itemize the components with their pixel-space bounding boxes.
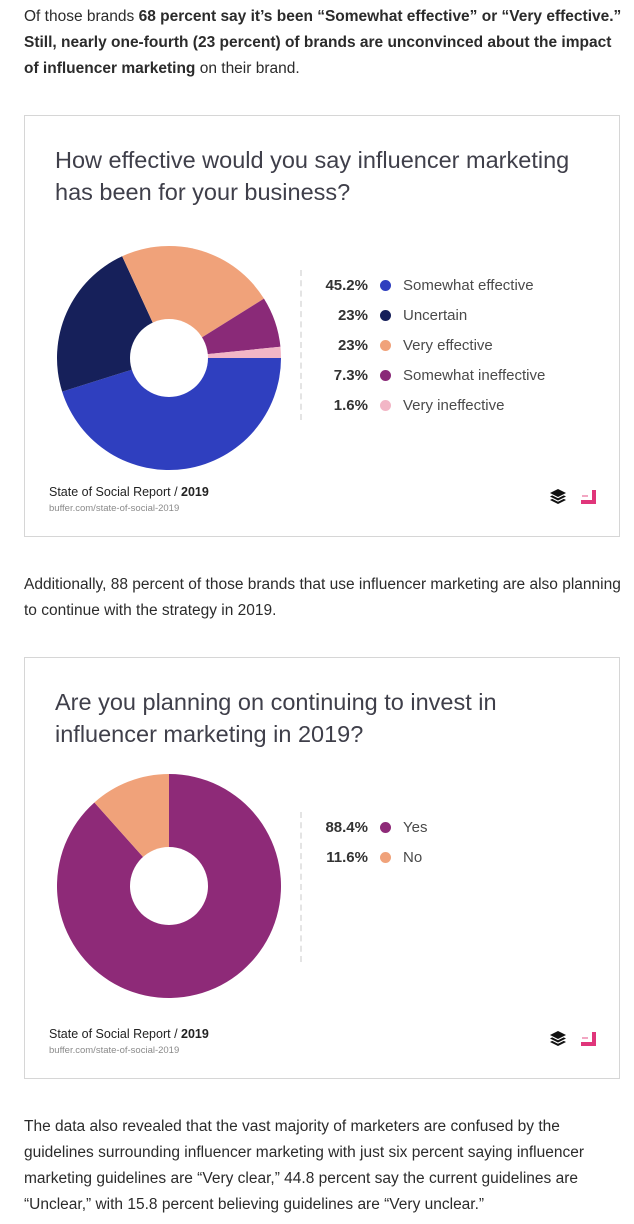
source-url: buffer.com/state-of-social-2019 — [49, 503, 180, 514]
report-logo-icon — [581, 1032, 596, 1046]
source-label: State of Social Report / 2019 — [49, 485, 209, 499]
legend-item: 1.6% Very ineffective — [318, 390, 545, 420]
legend-percent: 88.4% — [325, 818, 368, 836]
legend-item: 11.6% No — [318, 842, 427, 872]
intro-paragraph: Of those brands 68 percent say it’s been… — [24, 4, 624, 82]
legend-label: Somewhat ineffective — [403, 366, 546, 384]
legend-label: Somewhat effective — [403, 276, 534, 294]
legend-swatch-icon — [380, 309, 391, 321]
buffer-logo-icon — [550, 489, 566, 504]
donut-chart-continue-invest — [57, 774, 282, 998]
donut-chart-effectiveness — [56, 246, 281, 470]
legend-swatch-icon — [380, 369, 391, 381]
legend-label: Yes — [403, 818, 428, 836]
legend-item: 45.2% Somewhat effective — [318, 270, 545, 300]
legend-swatch-icon — [380, 399, 391, 411]
brand-logos — [549, 488, 597, 506]
legend-swatch-icon — [380, 851, 391, 863]
report-logo-icon — [581, 490, 596, 504]
chart-title: Are you planning on continuing to invest… — [55, 689, 497, 747]
legend-percent: 45.2% — [325, 276, 368, 294]
brand-logos — [549, 1030, 597, 1048]
middle-paragraph: Additionally, 88 percent of those brands… — [24, 576, 621, 619]
legend-item: 23% Uncertain — [318, 300, 545, 330]
legend-swatch-icon — [380, 821, 391, 833]
source-prefix: State of Social Report / — [49, 1027, 182, 1041]
legend-label: Very effective — [403, 336, 493, 354]
legend-label: Very ineffective — [403, 396, 505, 414]
chart-title: How effective would you say influencer m… — [55, 147, 570, 205]
legend-label: Uncertain — [403, 306, 468, 324]
legend-item: 88.4% Yes — [318, 812, 427, 842]
legend-swatch-icon — [380, 279, 391, 291]
source-prefix: State of Social Report / — [49, 485, 182, 499]
legend-percent: 11.6% — [326, 848, 368, 866]
slice-somewhat-effective — [62, 358, 281, 470]
legend-percent: 23% — [337, 306, 368, 324]
source-label: State of Social Report / 2019 — [49, 1027, 209, 1041]
outro-paragraph: The data also revealed that the vast maj… — [24, 1118, 585, 1213]
source-year: 2019 — [181, 1027, 209, 1041]
intro-bold-text: 68 percent say it’s been “Somewhat effec… — [24, 8, 622, 77]
donut-hole — [130, 319, 208, 397]
chart-legend: 45.2% Somewhat effective 23% Uncertain 23% Ve… — [300, 270, 545, 420]
legend-swatch-icon — [380, 339, 391, 351]
source-year: 2019 — [181, 485, 209, 499]
legend-percent: 23% — [337, 336, 368, 354]
source-url: buffer.com/state-of-social-2019 — [49, 1045, 180, 1056]
legend-percent: 1.6% — [333, 396, 368, 414]
intro-suffix: on their brand. — [195, 60, 300, 77]
intro-prefix: Of those brands — [24, 8, 139, 25]
buffer-logo-icon — [550, 1031, 566, 1046]
legend-label: No — [403, 848, 423, 866]
legend-percent: 7.3% — [333, 366, 368, 384]
chart-legend: 88.4% Yes 11.6% No — [300, 812, 427, 962]
donut-hole — [130, 847, 208, 925]
chart-card-effectiveness: How effective would you say influencer m… — [24, 115, 620, 537]
chart-card-continue-invest: Are you planning on continuing to invest… — [24, 657, 620, 1079]
legend-item: 23% Very effective — [318, 330, 545, 360]
legend-item: 7.3% Somewhat ineffective — [318, 360, 546, 390]
